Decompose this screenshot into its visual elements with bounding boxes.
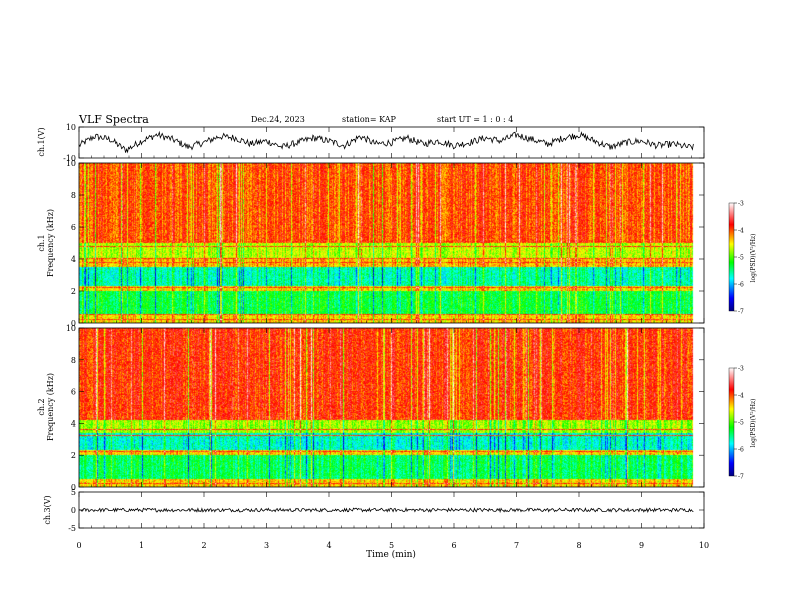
time-tick-label: 1: [139, 541, 144, 550]
time-tick-label: 3: [264, 541, 269, 550]
time-tick-label: 8: [576, 541, 581, 550]
ch3-waveform-ytick-label: -5: [68, 524, 76, 533]
time-tick-label: 7: [514, 541, 519, 550]
ch1-spectrogram-ylabel-line: ch.1: [37, 234, 46, 251]
colorbar-ch1-tick-label: -5: [738, 255, 744, 262]
colorbar-ch1-tick-label: -7: [738, 309, 744, 316]
time-tick-label: 6: [451, 541, 456, 550]
ch1-spectrogram-ylabel-line: Frequency (kHz): [46, 209, 55, 277]
start-ut-label: start UT = 1 : 0 : 4: [437, 115, 513, 124]
ch3-waveform-trace: [78, 507, 694, 514]
station-label: station= KAP: [342, 115, 397, 124]
ch1-spectrogram-ytick-label: 10: [66, 159, 76, 168]
ch1-waveform-ytick-label: -10: [63, 154, 76, 163]
time-tick-label: 2: [201, 541, 206, 550]
time-tick-label: 4: [326, 541, 331, 550]
ch3-waveform-yticks: 5 0 -5: [68, 488, 704, 533]
ch1-waveform-trace: [78, 130, 694, 154]
colorbar-ch1-ticks: -3 -4 -5 -6 -7: [734, 201, 744, 316]
ch1-spectrogram-panel: 0 2 4 6 8 10 ch.1Frequency (kHz): [37, 159, 705, 328]
ch1-spectrogram-ytick-label: 4: [71, 255, 76, 264]
colorbar-ch2-tick-label: -4: [738, 393, 744, 400]
colorbar-ch1-tick-label: -4: [738, 228, 744, 235]
ch1-waveform-ytick-label: 10: [66, 123, 76, 132]
ch1-spectrogram-ytick-label: 2: [71, 287, 76, 296]
ch1-spectrogram-image: [79, 163, 704, 323]
ch3-waveform-ytick-label: 5: [71, 488, 76, 497]
ch2-spectrogram-panel: 0 2 4 6 8 10 ch.2Frequency (kHz): [37, 324, 705, 492]
time-axis-label: Time (min): [366, 549, 416, 560]
ch2-spectrogram-ytick-label: 0: [71, 483, 76, 492]
ch3-waveform-panel: 5 0 -5 ch.3(V): [43, 488, 705, 533]
figure-title: VLF Spectra: [78, 113, 149, 126]
colorbar-ch2: -3 -4 -5 -6 -7 log(PSD)(V²/Hz): [728, 366, 757, 481]
colorbar-ch2-tick-label: -3: [738, 366, 744, 373]
time-axis: 0 1 2 3 4 5 6 7 8 9 10: [76, 127, 709, 550]
colorbar-ch2-label: log(PSD)(V²/Hz): [750, 399, 757, 448]
ch3-waveform-ytick-label: 0: [71, 506, 76, 515]
ch2-spectrogram-ylabel-line: Frequency (kHz): [46, 373, 55, 441]
colorbar-ch2-tick-label: -6: [738, 447, 744, 454]
ch1-waveform-ylabel: ch.1(V): [37, 127, 46, 156]
time-tick-label: 5: [389, 541, 394, 550]
ch2-spectrogram-ylabel-line: ch.2: [37, 398, 46, 415]
colorbar-ch1-tick-label: -6: [738, 282, 744, 289]
colorbar-ch1: -3 -4 -5 -6 -7 log(PSD)(V²/Hz): [728, 201, 757, 316]
colorbar-ch2-ticks: -3 -4 -5 -6 -7: [734, 366, 744, 481]
ch3-waveform-ylabel: ch.3(V): [43, 495, 52, 524]
ch2-spectrogram-ytick-label: 8: [71, 356, 76, 365]
ch2-spectrogram-ylabel: ch.2Frequency (kHz): [37, 373, 55, 441]
time-tick-label: 10: [699, 541, 709, 550]
ch2-spectrogram-ytick-label: 6: [71, 388, 76, 397]
colorbar-ch2-tick-label: -7: [738, 474, 744, 481]
colorbar-ch1-scale: [728, 202, 735, 312]
ch1-spectrogram-ylabel: ch.1Frequency (kHz): [37, 209, 55, 277]
ch2-spectrogram-image: [79, 328, 704, 487]
colorbar-ch1-label: log(PSD)(V²/Hz): [750, 234, 757, 283]
ch2-spectrogram-ytick-label: 2: [71, 451, 76, 460]
ch2-spectrogram-yticks: 0 2 4 6 8 10: [66, 324, 704, 492]
colorbar-ch2-tick-label: -5: [738, 420, 744, 427]
ch1-spectrogram-ytick-label: 8: [71, 191, 76, 200]
colorbar-ch1-tick-label: -3: [738, 201, 744, 208]
ch1-spectrogram-ytick-label: 0: [71, 319, 76, 328]
ch1-spectrogram-yticks: 0 2 4 6 8 10: [66, 159, 704, 328]
date-label: Dec.24, 2023: [251, 115, 305, 124]
ch2-spectrogram-ytick-label: 4: [71, 419, 76, 428]
ch1-spectrogram-ytick-label: 6: [71, 223, 76, 232]
colorbar-ch2-scale: [728, 367, 735, 477]
time-tick-label: 0: [76, 541, 81, 550]
ch2-spectrogram-ytick-label: 10: [66, 324, 76, 333]
ch1-waveform-yticks: 10 -10: [63, 123, 704, 163]
time-tick-label: 9: [639, 541, 644, 550]
